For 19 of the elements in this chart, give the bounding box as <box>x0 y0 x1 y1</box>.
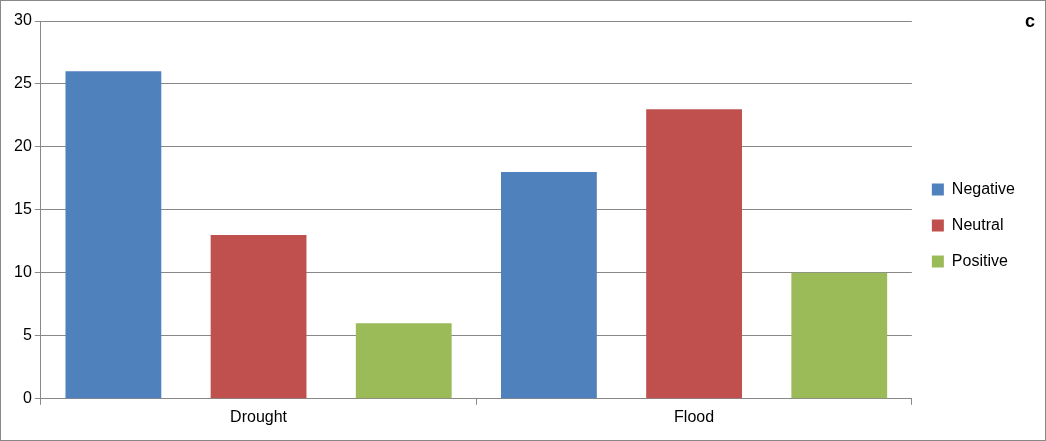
y-tick-label: 15 <box>14 200 32 218</box>
bar <box>65 71 162 399</box>
bar <box>210 235 307 399</box>
legend-label: Negative <box>951 179 1016 197</box>
bar <box>501 172 597 399</box>
y-tick-label: 10 <box>14 263 32 281</box>
text: c <box>1024 10 1035 31</box>
y-tick-label: 0 <box>22 389 32 407</box>
bar <box>791 272 888 399</box>
y-tick-label: 30 <box>14 11 32 29</box>
bar <box>355 323 452 399</box>
legend-label: Neutral <box>951 215 1004 233</box>
y-tick-label: 20 <box>14 137 32 155</box>
bar <box>646 109 742 399</box>
x-tick-label: Flood <box>674 407 715 425</box>
x-tick-label: Drought <box>230 407 288 425</box>
legend-label: Positive <box>951 251 1008 269</box>
y-tick-label: 5 <box>22 326 32 344</box>
y-tick-label: 25 <box>14 74 32 92</box>
